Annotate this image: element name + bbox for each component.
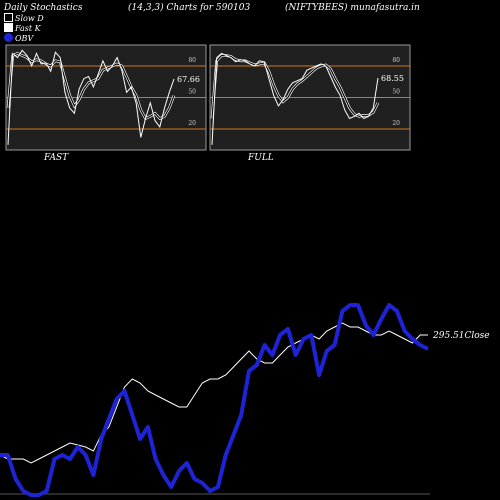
fast-panel: 80 50 20 67.66 FAST <box>5 44 207 163</box>
obv-panel: 295.51Close <box>0 303 490 497</box>
legend-slow-d-label: Slow D <box>15 14 44 23</box>
full-tick-label-50: 50 <box>392 89 400 96</box>
obv-line <box>0 303 429 497</box>
fast-tick-label-50: 50 <box>188 89 196 96</box>
slow-d-swatch-icon <box>4 13 13 22</box>
legend-slow-d: Slow D <box>4 13 44 23</box>
full-slow-d-line <box>211 54 379 119</box>
chart-title: Daily Stochastics <box>4 3 83 13</box>
legend-fast-k: Fast K <box>4 23 41 33</box>
fast-last-value: 67.66 <box>177 75 200 84</box>
full-last-value: 68.55 <box>381 74 404 83</box>
fast-tick-label-80: 80 <box>188 57 196 64</box>
fast-tick-label-20: 20 <box>188 120 196 127</box>
legend-fast-k-label: Fast K <box>15 24 41 33</box>
close-value-label: 295.51Close <box>432 331 490 341</box>
chart-params: (14,3,3) Charts for 590103 <box>128 3 251 13</box>
close-line <box>0 322 428 464</box>
full-panel-label: FULL <box>247 153 274 163</box>
legend-obv-label: OBV <box>15 34 34 43</box>
full-panel: 80 50 20 68.55 FULL <box>209 44 411 163</box>
legend-obv: OBV <box>4 33 33 43</box>
full-fast-k-line <box>211 52 379 145</box>
fast-k-swatch-icon <box>4 23 13 32</box>
fast-fast-k-line <box>7 49 175 145</box>
full-tick-label-20: 20 <box>392 120 400 127</box>
obv-swatch-icon <box>4 33 13 42</box>
full-tick-label-80: 80 <box>392 57 400 64</box>
fast-panel-label: FAST <box>43 153 69 163</box>
chart-symbol: (NIFTYBEES) munafasutra.in <box>285 3 420 13</box>
